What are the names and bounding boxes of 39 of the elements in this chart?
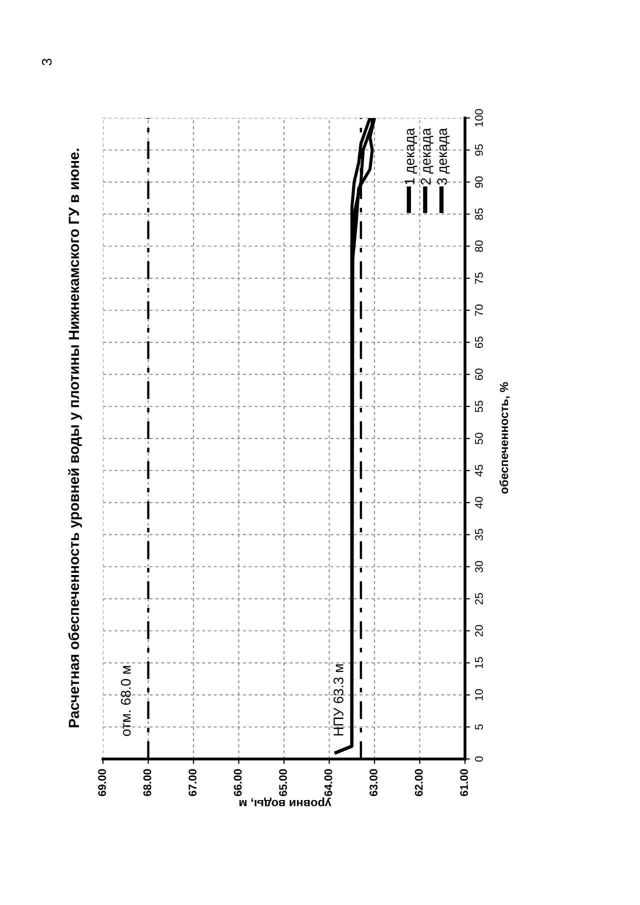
- y-tick-label: 65: [475, 336, 483, 348]
- y-tick-label: 100: [475, 109, 483, 126]
- x-tick-label: 61.00: [460, 769, 468, 796]
- text: 3 декада: [437, 128, 450, 185]
- y-axis-title: обеспеченность, %: [499, 382, 510, 494]
- y-tick-label: 85: [475, 208, 483, 220]
- x-tick-label: 65.00: [279, 769, 287, 796]
- ref-line-label: НПУ 63.3 м: [334, 664, 344, 736]
- y-tick-label: 35: [475, 528, 483, 540]
- y-tick-label: 10: [475, 689, 483, 700]
- x-tick-label: 69.00: [98, 769, 106, 796]
- x-tick-label: 67.00: [188, 769, 196, 796]
- x-tick-label: 63.00: [370, 769, 378, 796]
- y-tick-label: 90: [475, 176, 483, 188]
- x-tick-label: 62.00: [414, 769, 423, 796]
- y-tick-label: 95: [475, 144, 483, 156]
- y-tick-label: 60: [475, 368, 483, 380]
- x-tick-label: 66.00: [234, 769, 242, 796]
- y-tick-label: 45: [475, 464, 483, 476]
- text: 2 декада: [420, 128, 434, 185]
- y-tick-label: 30: [475, 560, 483, 572]
- ref-line-label: отм. 68.0 м: [120, 666, 131, 736]
- y-tick-label: 55: [475, 400, 483, 412]
- y-tick-label: 5: [475, 724, 483, 730]
- y-tick-label: 20: [475, 625, 483, 636]
- y-tick-label: 50: [475, 432, 483, 444]
- x-tick-label: 68.00: [143, 769, 152, 796]
- y-tick-label: 25: [475, 593, 483, 604]
- y-tick-label: 0: [475, 756, 483, 762]
- text: Расчетная обеспеченность уровней воды у плотины Нижнекамского ГУ в июне.: [68, 148, 82, 728]
- x-axis-title: уровни воды, м: [239, 798, 332, 806]
- text: 1 декада: [404, 128, 418, 184]
- text: 3: [42, 58, 52, 66]
- y-tick-label: 40: [475, 496, 483, 509]
- y-tick-label: 70: [475, 304, 483, 316]
- y-tick-label: 75: [475, 272, 483, 284]
- y-tick-label: 80: [475, 240, 483, 252]
- x-tick-label: 64.00: [324, 769, 332, 796]
- y-tick-label: 15: [475, 657, 483, 668]
